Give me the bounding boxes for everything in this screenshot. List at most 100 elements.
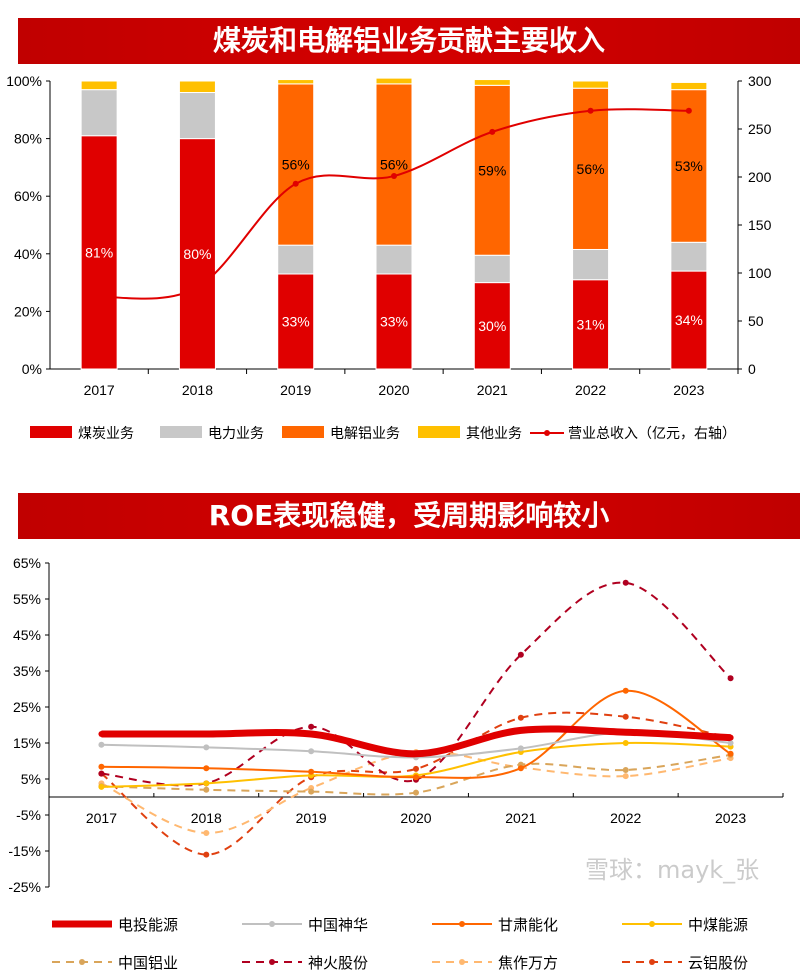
point-中煤能源: [203, 780, 210, 787]
bar-电力业务: [670, 241, 708, 272]
point-中国神华: [203, 744, 210, 751]
legend-marker: [459, 959, 465, 965]
revenue-point: [489, 128, 496, 135]
point-电投能源: [727, 734, 734, 741]
y2-tick-label: 50: [748, 313, 764, 329]
revenue-point: [391, 173, 397, 180]
y-tick-label: 25%: [13, 699, 41, 715]
point-中国神华: [98, 741, 105, 748]
legend-label: 电力业务: [208, 425, 264, 441]
bar-其他业务: [473, 79, 511, 86]
x-tick-label: 2018: [182, 382, 213, 398]
legend-marker: [79, 921, 85, 927]
watermark: 雪球：mayk_张: [585, 856, 760, 884]
legend-marker: [459, 921, 465, 927]
point-甘肃能化: [308, 768, 315, 775]
y-tick-label: 20%: [14, 303, 42, 319]
point-中煤能源: [98, 783, 105, 790]
point-中国铝业: [413, 789, 419, 796]
point-中国铝业: [622, 767, 629, 773]
bar-电力业务: [375, 244, 413, 275]
point-焦作万方: [622, 773, 629, 780]
point-甘肃能化: [517, 765, 524, 772]
y2-tick-label: 150: [748, 217, 772, 233]
legend-label: 中煤能源: [688, 917, 748, 934]
point-中国神华: [727, 740, 734, 746]
data-label: 33%: [282, 313, 310, 329]
x-tick-label: 2023: [673, 382, 704, 398]
x-tick-label: 2023: [715, 810, 746, 826]
bar-其他业务: [178, 80, 216, 94]
bar-其他业务: [80, 80, 118, 91]
legend-swatch: [30, 426, 72, 438]
legend-marker: [79, 959, 85, 965]
legend-label: 甘肃能化: [498, 917, 558, 934]
point-甘肃能化: [203, 765, 210, 772]
bar-煤炭业务: [80, 135, 118, 370]
legend-marker: [269, 959, 275, 965]
data-label: 34%: [675, 312, 703, 328]
point-中国铝业: [308, 788, 315, 795]
bar-煤炭业务: [178, 138, 216, 370]
y-tick-label: 100%: [6, 73, 42, 89]
chart2-title: ROE表现稳健，受周期影响较小: [18, 493, 800, 539]
x-tick-label: 2019: [280, 382, 311, 398]
point-神火股份: [517, 651, 524, 658]
point-甘肃能化: [98, 763, 105, 770]
y-tick-label: 60%: [14, 188, 42, 204]
x-tick-label: 2017: [86, 810, 117, 826]
legend-marker: [544, 430, 550, 436]
x-tick-label: 2020: [400, 810, 431, 826]
revenue-point: [587, 107, 594, 114]
data-label: 30%: [478, 318, 506, 334]
data-label: 59%: [478, 162, 506, 178]
point-电投能源: [308, 731, 315, 737]
data-label: 56%: [380, 157, 408, 173]
x-tick-label: 2019: [296, 810, 327, 826]
y-tick-label: -25%: [8, 879, 41, 895]
y-tick-label: 0%: [22, 361, 42, 377]
bar-煤炭业务: [277, 273, 315, 370]
bar-电解铝业务: [572, 87, 610, 250]
point-焦作万方: [203, 830, 210, 836]
point-电投能源: [413, 750, 419, 757]
x-tick-label: 2018: [191, 810, 222, 826]
roe-chart: -25% -15% -5% 5% 15% 25% 35% 45% 55% 65% 2017 2018 2…: [8, 555, 784, 972]
bar-电力业务: [277, 244, 315, 275]
revenue-point: [292, 180, 299, 187]
y-tick-label: 35%: [13, 663, 41, 679]
legend-label: 神火股份: [308, 955, 368, 972]
point-电投能源: [203, 731, 210, 737]
point-神火股份: [308, 723, 315, 730]
point-神火股份: [622, 579, 629, 586]
point-云铝股份: [413, 765, 419, 772]
bar-煤炭业务: [375, 273, 413, 370]
y2-tick-label: 0: [748, 361, 756, 377]
bar-电解铝业务: [670, 89, 708, 243]
y-tick-label: -15%: [8, 843, 41, 859]
legend-swatch: [160, 426, 202, 438]
point-甘肃能化: [727, 750, 734, 757]
bar-电力业务: [473, 254, 511, 284]
y-tick-label: 5%: [21, 771, 41, 787]
bar-电解铝业务: [473, 84, 511, 256]
x-tick-label: 2017: [84, 382, 115, 398]
legend-marker: [649, 959, 655, 965]
legend-swatch: [418, 426, 460, 438]
revenue-mix-chart: 0% 20% 40% 60% 80% 100% 0 50 100 150 200 250 300 2017…: [6, 73, 772, 441]
data-label: 33%: [380, 313, 408, 329]
legend-label: 焦作万方: [498, 955, 558, 972]
data-label: 31%: [577, 316, 605, 332]
legend-label: 电解铝业务: [330, 425, 400, 441]
bar-电力业务: [572, 248, 610, 281]
bar-其他业务: [277, 79, 315, 85]
point-中国铝业: [203, 786, 210, 793]
bar-电解铝业务: [375, 83, 413, 246]
bar-其他业务: [375, 77, 413, 85]
bar-电力业务: [80, 89, 118, 137]
bar-煤炭业务: [473, 282, 511, 370]
point-云铝股份: [622, 713, 629, 720]
point-神火股份: [98, 770, 105, 777]
bar-电解铝业务: [277, 83, 315, 246]
legend-marker: [269, 921, 275, 927]
